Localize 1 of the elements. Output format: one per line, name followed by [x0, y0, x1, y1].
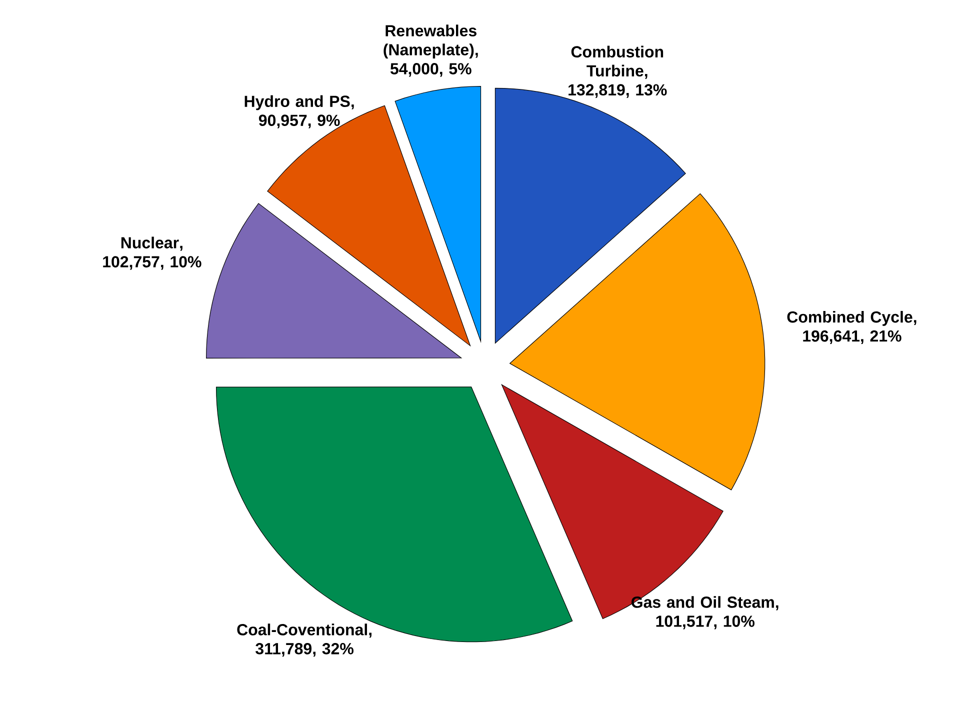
slice-label: Gas and Oil Steam [632, 596, 774, 608]
